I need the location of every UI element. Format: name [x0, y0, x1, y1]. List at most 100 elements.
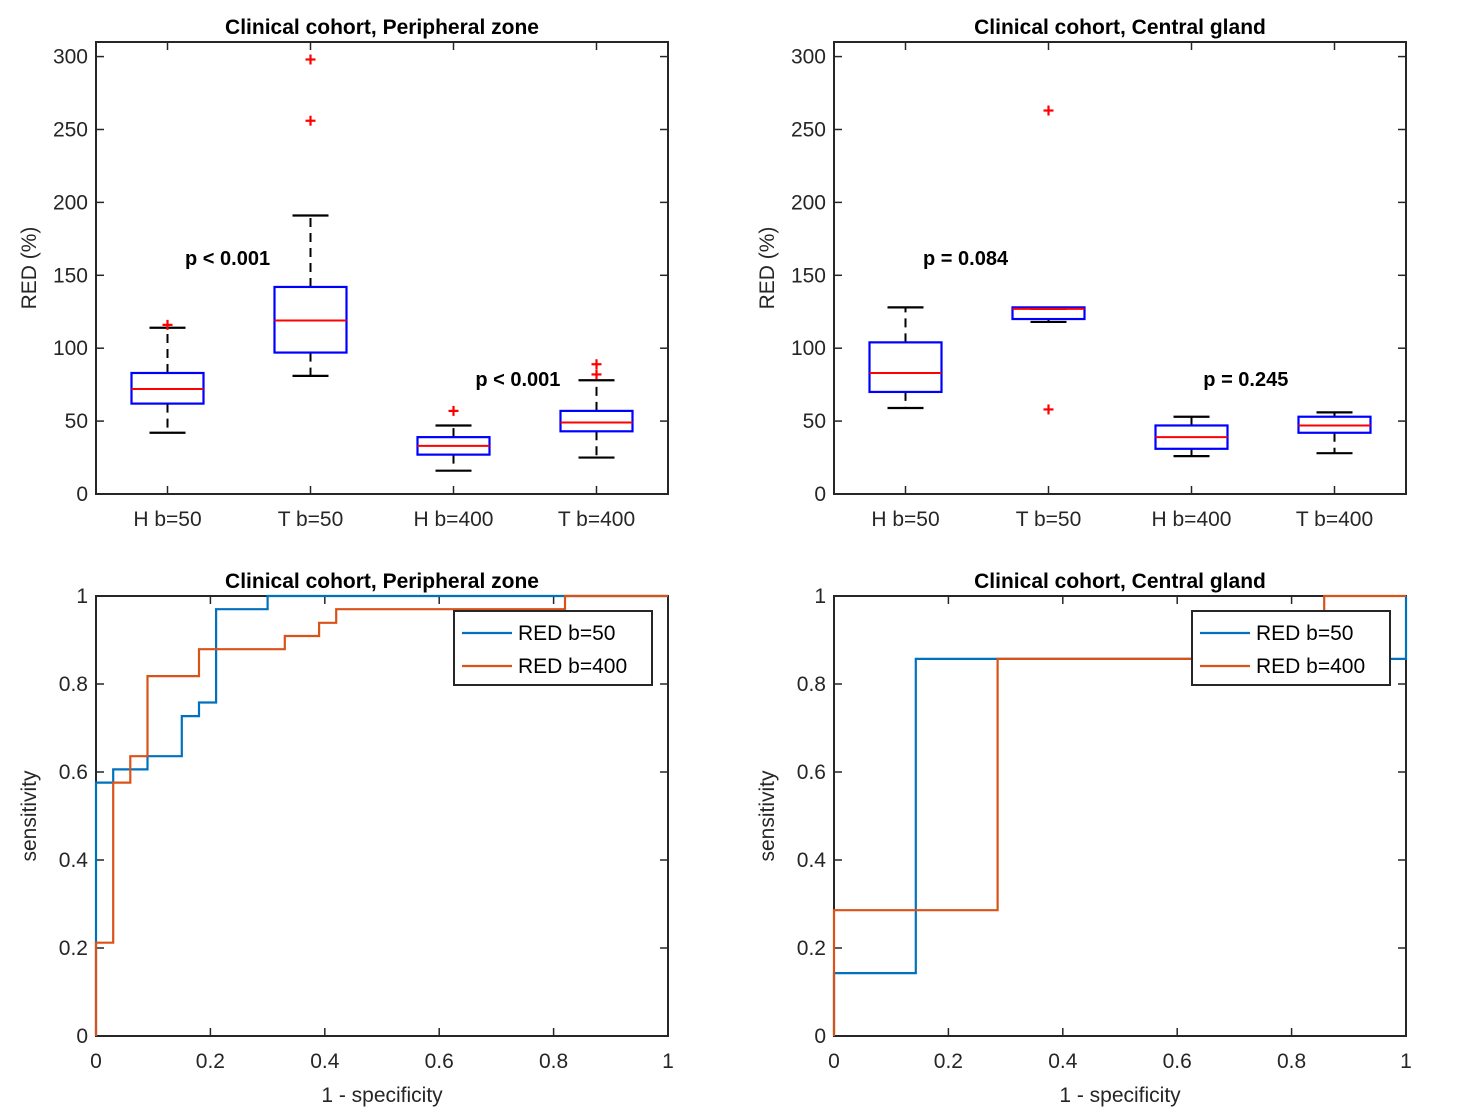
- y-tick-label: 0: [76, 483, 88, 506]
- y-tick-label: 250: [53, 118, 88, 141]
- outlier-marker: [305, 54, 316, 65]
- x-tick-label: 0.2: [934, 1050, 963, 1073]
- x-tick-label: 0.8: [539, 1050, 568, 1073]
- x-tick-label: 0.2: [196, 1050, 225, 1073]
- box-4: [1297, 411, 1372, 455]
- legend-label: RED b=400: [1256, 655, 1365, 678]
- box-2: [273, 54, 348, 377]
- p-value-annotation: p = 0.245: [1203, 369, 1288, 391]
- legend-entry: RED b=50: [1200, 622, 1353, 645]
- y-tick-label: 250: [791, 118, 826, 141]
- x-tick-label: 1: [1400, 1050, 1412, 1073]
- y-tick-label: 300: [791, 46, 826, 69]
- legend-entry: RED b=50: [462, 622, 615, 645]
- legend-label: RED b=50: [1256, 622, 1353, 645]
- legend-entry: RED b=400: [1200, 655, 1365, 678]
- legend: RED b=50 RED b=400: [1191, 610, 1391, 686]
- chart-title: Clinical cohort, Central gland: [974, 16, 1266, 39]
- x-axis-label: 1 - specificity: [1059, 1084, 1181, 1107]
- y-tick-label: 50: [803, 410, 826, 433]
- y-tick-label: 150: [791, 264, 826, 287]
- y-tick-label: 200: [53, 191, 88, 214]
- x-axis-label: 1 - specificity: [321, 1084, 443, 1107]
- legend-box: [1191, 610, 1391, 686]
- roc-plot-peripheral-zone: 0 0.2 0.4 0.6 0.8 1 0 0.2 0.4 0.6 0.8 1 Clinical coh…: [18, 570, 674, 1107]
- y-tick-label: 0: [814, 483, 826, 506]
- y-tick-label: 0.6: [797, 761, 826, 784]
- p-value-annotation: p < 0.001: [185, 248, 270, 270]
- x-tick-label: H b=50: [133, 508, 201, 531]
- x-tick-label: 0.6: [425, 1050, 454, 1073]
- x-tick-label: 1: [662, 1050, 674, 1073]
- chart-title: Clinical cohort, Peripheral zone: [225, 16, 539, 39]
- iqr-box: [559, 409, 634, 433]
- y-tick-label: 0.8: [797, 673, 826, 696]
- y-tick-label: 150: [53, 264, 88, 287]
- y-tick-label: 0.2: [59, 937, 88, 960]
- y-tick-label: 100: [791, 337, 826, 360]
- y-axis-label: RED (%): [18, 227, 41, 310]
- axes-box: [95, 41, 669, 495]
- y-tick-label: 0: [76, 1025, 88, 1048]
- legend-entry: RED b=400: [462, 655, 627, 678]
- y-axis-label: sensitivity: [18, 770, 41, 862]
- box-2: [1011, 105, 1086, 415]
- x-tick-label: H b=50: [871, 508, 939, 531]
- p-value-annotation: p = 0.084: [923, 248, 1009, 270]
- outlier-marker: [1043, 105, 1054, 116]
- box-1: [868, 306, 943, 410]
- box-3: [416, 405, 491, 472]
- y-axis-label: sensitivity: [756, 770, 779, 862]
- x-tick-label: T b=50: [1016, 508, 1082, 531]
- y-tick-label: 0.4: [797, 849, 827, 872]
- x-tick-label: 0.4: [310, 1050, 340, 1073]
- roc-series-2: [94, 594, 668, 1036]
- y-tick-label: 0.4: [59, 849, 89, 872]
- x-tick-label: T b=50: [278, 508, 344, 531]
- box-4: [559, 359, 634, 459]
- outlier-marker: [305, 115, 316, 126]
- outlier-marker: [591, 369, 602, 380]
- y-tick-label: 300: [53, 46, 88, 69]
- legend-label: RED b=400: [518, 655, 627, 678]
- box-plot-central-gland: 0 50 100 150 200 250 300 H b=50 T b=50 H b=400 T b…: [756, 16, 1407, 531]
- y-tick-label: 1: [814, 585, 826, 608]
- y-tick-label: 0.2: [797, 937, 826, 960]
- p-value-annotation: p < 0.001: [475, 369, 560, 391]
- y-tick-label: 0: [814, 1025, 826, 1048]
- iqr-box: [868, 341, 943, 394]
- y-tick-label: 50: [65, 410, 88, 433]
- y-tick-label: 200: [791, 191, 826, 214]
- outlier-marker: [1043, 404, 1054, 415]
- x-tick-label: 0.6: [1163, 1050, 1192, 1073]
- y-tick-label: 0.6: [59, 761, 88, 784]
- outlier-marker: [448, 405, 459, 416]
- box-plot-peripheral-zone: 0 50 100 150 200 250 300 H b=50 T b=50 H b=400 T b…: [18, 16, 669, 531]
- iqr-box: [1011, 306, 1086, 321]
- outlier-marker: [591, 359, 602, 370]
- y-axis-label: RED (%): [756, 227, 779, 310]
- outlier-marker: [162, 319, 173, 330]
- roc-series-1: [94, 594, 668, 1036]
- legend-label: RED b=50: [518, 622, 615, 645]
- axes-box: [833, 41, 1407, 495]
- x-tick-label: T b=400: [1296, 508, 1373, 531]
- x-tick-label: T b=400: [558, 508, 635, 531]
- box-3: [1154, 415, 1229, 458]
- x-tick-label: 0: [90, 1050, 102, 1073]
- x-tick-label: 0.8: [1277, 1050, 1306, 1073]
- x-tick-label: 0.4: [1048, 1050, 1078, 1073]
- chart-title: Clinical cohort, Peripheral zone: [225, 570, 539, 593]
- x-tick-label: 0: [828, 1050, 840, 1073]
- x-tick-label: H b=400: [414, 508, 494, 531]
- y-tick-label: 0.8: [59, 673, 88, 696]
- x-tick-label: H b=400: [1152, 508, 1232, 531]
- legend-box: [453, 610, 653, 686]
- box-1: [130, 319, 205, 434]
- y-tick-label: 100: [53, 337, 88, 360]
- roc-plot-central-gland: 0 0.2 0.4 0.6 0.8 1 0 0.2 0.4 0.6 0.8 1 Clinical coh…: [756, 570, 1412, 1107]
- legend: RED b=50 RED b=400: [453, 610, 653, 686]
- y-tick-label: 1: [76, 585, 88, 608]
- roc-series-2: [832, 594, 1406, 1036]
